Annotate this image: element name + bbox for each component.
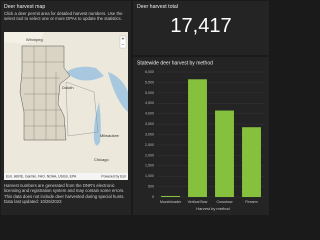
map-label: Chicago xyxy=(94,157,109,162)
panel-title: Deer harvest map xyxy=(4,4,46,10)
x-tick-label: Vertical Bow xyxy=(188,200,208,204)
y-tick-label: 1,000 xyxy=(145,174,154,178)
map-panel: Deer harvest map Click a deer permit are… xyxy=(1,1,131,215)
y-tick-label: 500 xyxy=(148,185,154,189)
total-panel: Deer harvest total 17,417 xyxy=(133,1,269,55)
zoom-in-icon[interactable]: + xyxy=(122,36,125,42)
x-axis-label: Harvest by method xyxy=(196,206,230,211)
y-tick-label: 4,500 xyxy=(145,101,154,105)
y-tick-label: 0 xyxy=(152,195,154,199)
y-tick-label: 3,000 xyxy=(145,132,154,136)
map-label: Winnipeg xyxy=(26,37,43,42)
state-border xyxy=(65,81,99,137)
panel-title: Deer harvest total xyxy=(137,4,178,10)
dpa-boundaries xyxy=(22,46,66,140)
powered-by[interactable]: Powered by Esri xyxy=(101,174,126,178)
y-tick-label: 4,000 xyxy=(145,112,154,116)
x-tick-label: Firearm xyxy=(245,200,257,204)
x-tick-label: Crossbow xyxy=(217,200,233,204)
footnote: Harvest numbers are generated from the D… xyxy=(4,183,125,205)
y-tick-label: 5,500 xyxy=(145,80,154,84)
total-value: 17,417 xyxy=(170,15,232,37)
minnesota[interactable] xyxy=(19,45,71,141)
y-tick-label: 2,500 xyxy=(145,143,154,147)
attribution: Esri, HERE, Garmin, FAO, NOAA, USGS, EPA xyxy=(6,174,77,178)
bar xyxy=(188,79,207,197)
map-land xyxy=(4,32,44,44)
panel-description: Click a deer permit area for detailed ha… xyxy=(4,11,123,22)
y-tick-label: 6,000 xyxy=(145,70,154,74)
y-tick-label: 1,500 xyxy=(145,164,154,168)
y-tick-label: 3,500 xyxy=(145,122,154,126)
y-tick-label: 2,000 xyxy=(145,153,154,157)
lake-huron xyxy=(108,72,128,112)
map-label: Milwaukee xyxy=(100,133,120,138)
map[interactable]: Winnipeg Duluth Milwaukee Chicago + − Es… xyxy=(4,32,128,180)
dashboard: {"map_panel": {"title": "Deer harvest ma… xyxy=(1,1,269,215)
bar xyxy=(161,195,180,197)
y-tick-label: 5,000 xyxy=(145,91,154,95)
x-tick-label: Muzzleloader xyxy=(160,200,182,204)
chart-title: Statewide deer harvest by method xyxy=(137,60,213,66)
bar xyxy=(215,110,234,197)
zoom-out-icon[interactable]: − xyxy=(122,42,125,48)
attribution-bar xyxy=(4,173,128,180)
bar xyxy=(242,127,261,197)
zoom-controls[interactable] xyxy=(119,35,127,49)
chart-panel: Statewide deer harvest by method Harvest… xyxy=(133,57,269,215)
map-label: Duluth xyxy=(62,85,74,90)
chart: Statewide deer harvest by method Harvest… xyxy=(137,60,265,211)
lake-superior xyxy=(66,66,104,81)
